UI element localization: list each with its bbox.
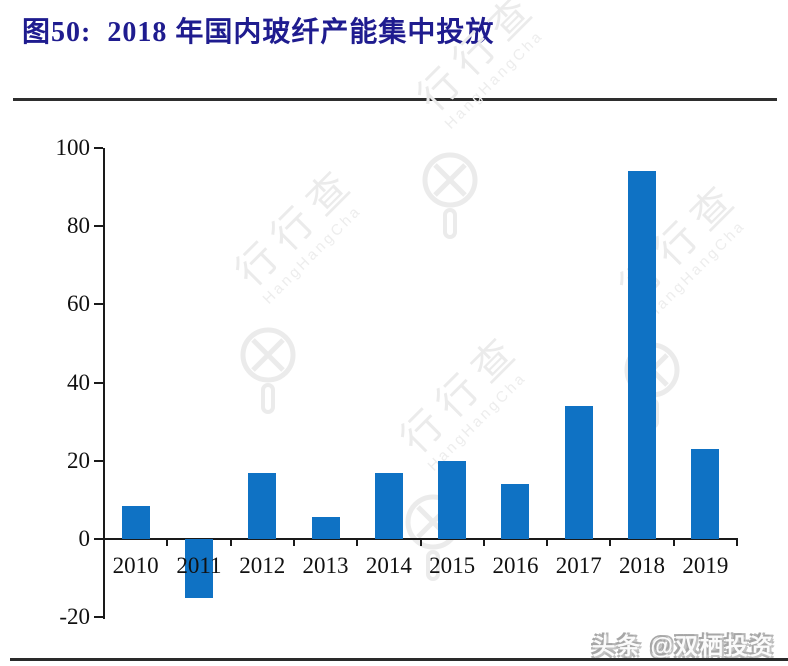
x-axis-tick	[229, 539, 232, 546]
x-axis-tick	[672, 539, 675, 546]
bar-2010	[121, 505, 150, 539]
y-axis-tick	[94, 538, 103, 540]
y-axis-tick-label: -20	[59, 604, 90, 630]
y-axis-tick	[94, 616, 103, 619]
bar-2017	[564, 406, 593, 539]
figure-title: 图50: 2018 年国内玻纤产能集中投放	[22, 17, 495, 48]
y-axis-tick	[94, 225, 103, 228]
bar-2013	[311, 517, 340, 539]
x-axis-label-2015: 2015	[429, 553, 476, 578]
bar-2014	[374, 472, 403, 539]
x-axis-tick	[166, 539, 169, 546]
magnifier-logo-icon	[238, 327, 298, 419]
bar-2019	[691, 449, 720, 539]
bar-2016	[501, 484, 530, 539]
x-axis-tick	[292, 539, 295, 546]
x-axis-label-2016: 2016	[492, 553, 539, 578]
x-axis-tick	[736, 539, 738, 546]
watermark-1: 行行查 HangHangCha	[228, 158, 365, 420]
x-axis-tick	[419, 539, 422, 546]
x-axis-label-2012: 2012	[239, 553, 286, 578]
x-axis-tick	[609, 539, 612, 546]
x-axis-tick	[546, 539, 549, 546]
y-axis-tick-label: 0	[78, 526, 91, 551]
bottom-divider	[10, 658, 788, 661]
y-axis-tick	[94, 147, 103, 149]
x-axis-label-2010: 2010	[112, 553, 159, 578]
y-axis-tick-label: 80	[67, 213, 90, 239]
y-axis-tick	[94, 459, 103, 462]
x-axis-label-2019: 2019	[682, 553, 729, 578]
x-axis-label-2013: 2013	[302, 553, 349, 578]
x-axis-tick	[103, 539, 105, 546]
bar-2018	[628, 171, 657, 539]
x-axis-label-2017: 2017	[555, 553, 602, 578]
y-axis-tick-label: 40	[67, 369, 90, 395]
bar-2012	[248, 472, 277, 539]
y-axis-line	[103, 148, 105, 620]
y-axis-tick-label: 20	[67, 447, 90, 473]
bar-2015	[438, 460, 467, 539]
x-axis-tick	[482, 539, 485, 546]
bar-2011	[184, 539, 213, 598]
x-axis-label-2014: 2014	[365, 553, 412, 578]
x-axis-tick	[356, 539, 359, 546]
x-axis-label-2011: 2011	[176, 553, 222, 578]
attribution-text: 头条 @双栖投资	[592, 633, 775, 659]
title-divider	[13, 98, 777, 101]
y-axis-tick	[94, 303, 103, 306]
watermark-0: 行行查 HangHangCha	[410, 0, 547, 245]
y-axis-tick	[94, 381, 103, 384]
magnifier-logo-icon	[420, 152, 480, 244]
x-axis-label-2018: 2018	[619, 553, 666, 578]
y-axis-tick-label: 100	[55, 135, 91, 160]
y-axis-tick-label: 60	[67, 291, 90, 317]
